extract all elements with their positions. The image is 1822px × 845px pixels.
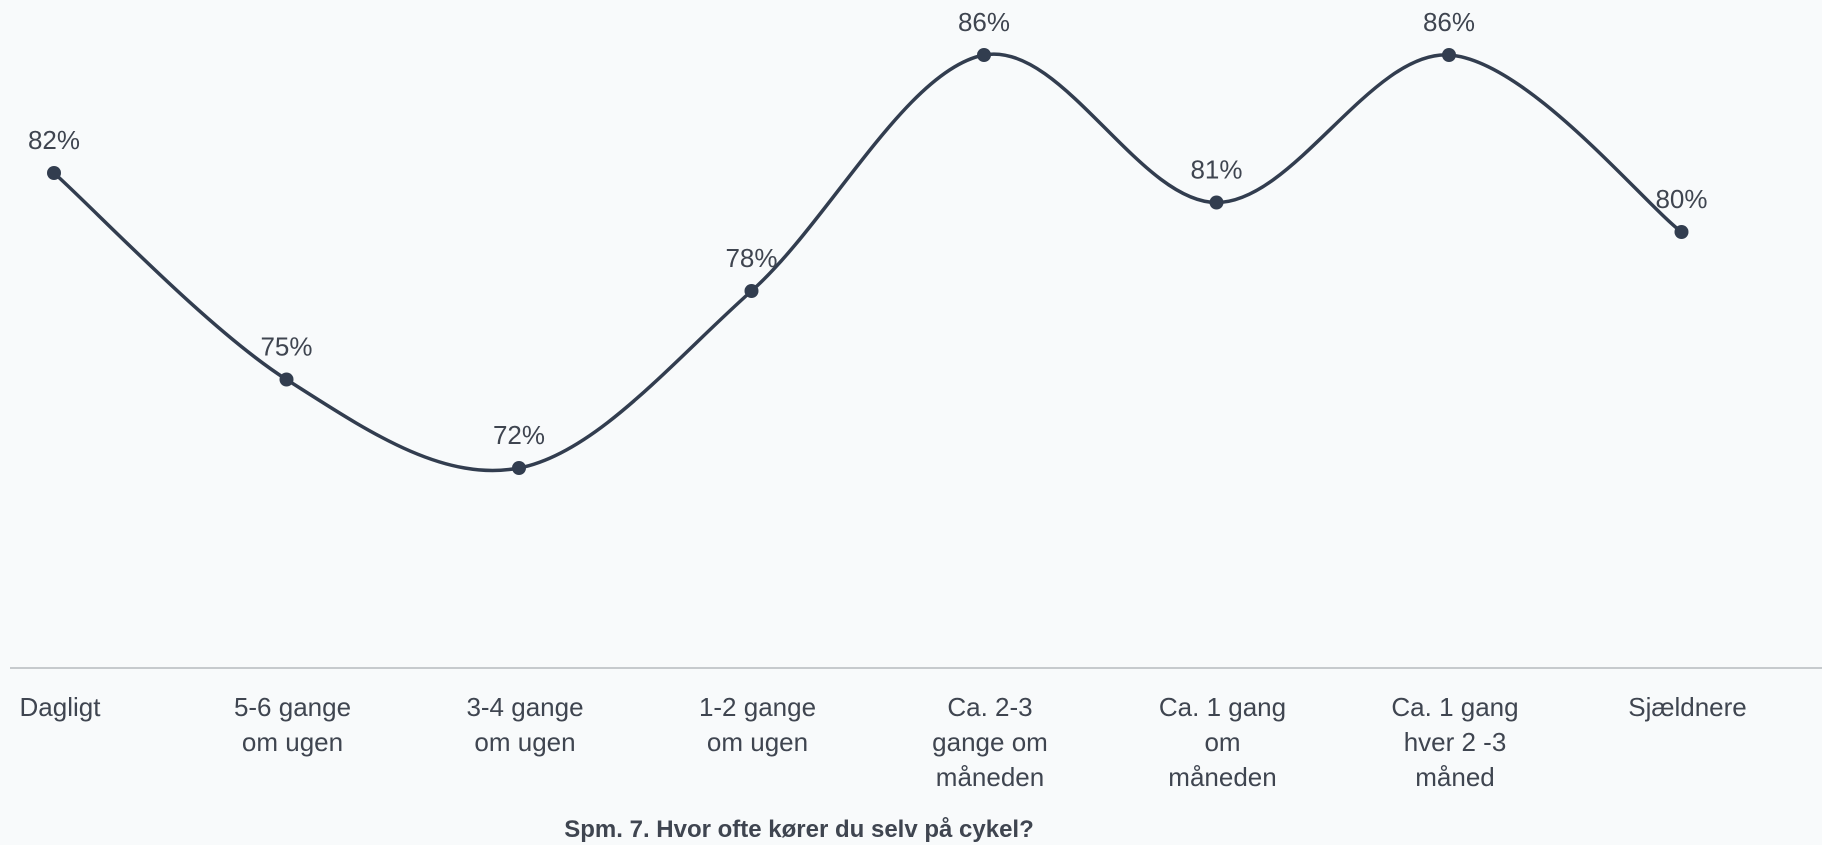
category-labels: Dagligt 5-6 gange om ugen 3-4 gange om ugen 1… — [20, 692, 1747, 792]
data-point-4 — [744, 284, 759, 298]
category-label-3: 3-4 gange om ugen — [466, 692, 583, 757]
data-label-8: 80% — [1655, 184, 1707, 214]
category-label-7: Ca. 1 gang hver 2 -3 måned — [1391, 692, 1518, 792]
data-point-6 — [1209, 195, 1224, 210]
data-point-8 — [1674, 225, 1689, 239]
data-label-7: 86% — [1423, 7, 1475, 37]
category-label-8: Sjældnere — [1628, 692, 1747, 722]
data-label-5: 86% — [958, 7, 1010, 37]
data-point-7 — [1442, 48, 1456, 62]
data-label-6: 81% — [1190, 155, 1242, 185]
series-line — [52, 52, 1684, 473]
category-label-6: Ca. 1 gang om måneden — [1159, 692, 1286, 792]
category-label-5: Ca. 2-3 gange om måneden — [932, 692, 1048, 792]
data-point-1 — [47, 166, 61, 180]
category-label-4: 1-2 gange om ugen — [699, 692, 816, 757]
data-point-3 — [512, 461, 526, 475]
data-label-2: 75% — [260, 332, 312, 362]
data-label-3: 72% — [493, 420, 545, 450]
data-point-5 — [977, 48, 991, 62]
data-points — [47, 48, 1689, 475]
chart-title: Spm. 7. Hvor ofte kører du selv på cykel… — [564, 816, 1034, 843]
category-label-2: 5-6 gange om ugen — [234, 692, 351, 757]
data-labels: 82% 75% 72% 78% 86% 81% 86% 80% — [28, 7, 1708, 450]
data-point-2 — [279, 372, 294, 387]
data-label-4: 78% — [725, 243, 777, 273]
category-label-1: Dagligt — [20, 692, 102, 722]
data-label-1: 82% — [28, 125, 80, 155]
